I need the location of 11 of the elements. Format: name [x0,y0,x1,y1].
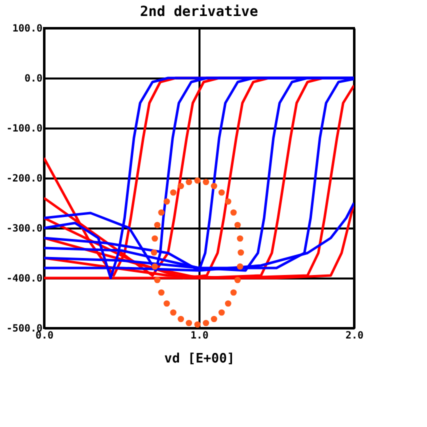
x-tick-label: 0.0 [35,330,54,342]
chart-title: 2nd derivative [140,4,258,20]
y-tick-label: 100.0 [12,24,42,34]
x-axis-title: vd [E+00] [164,352,235,366]
x-tick-label: 2.0 [345,330,364,342]
y-tick-label: -200.0 [6,174,42,184]
y-tick-label: 0.0 [24,74,42,84]
y-tick-label: -400.0 [6,274,42,284]
y-tick-label: -100.0 [6,124,42,134]
y-tick-label: -300.0 [6,224,42,234]
x-tick-label: 1.0 [190,330,209,342]
